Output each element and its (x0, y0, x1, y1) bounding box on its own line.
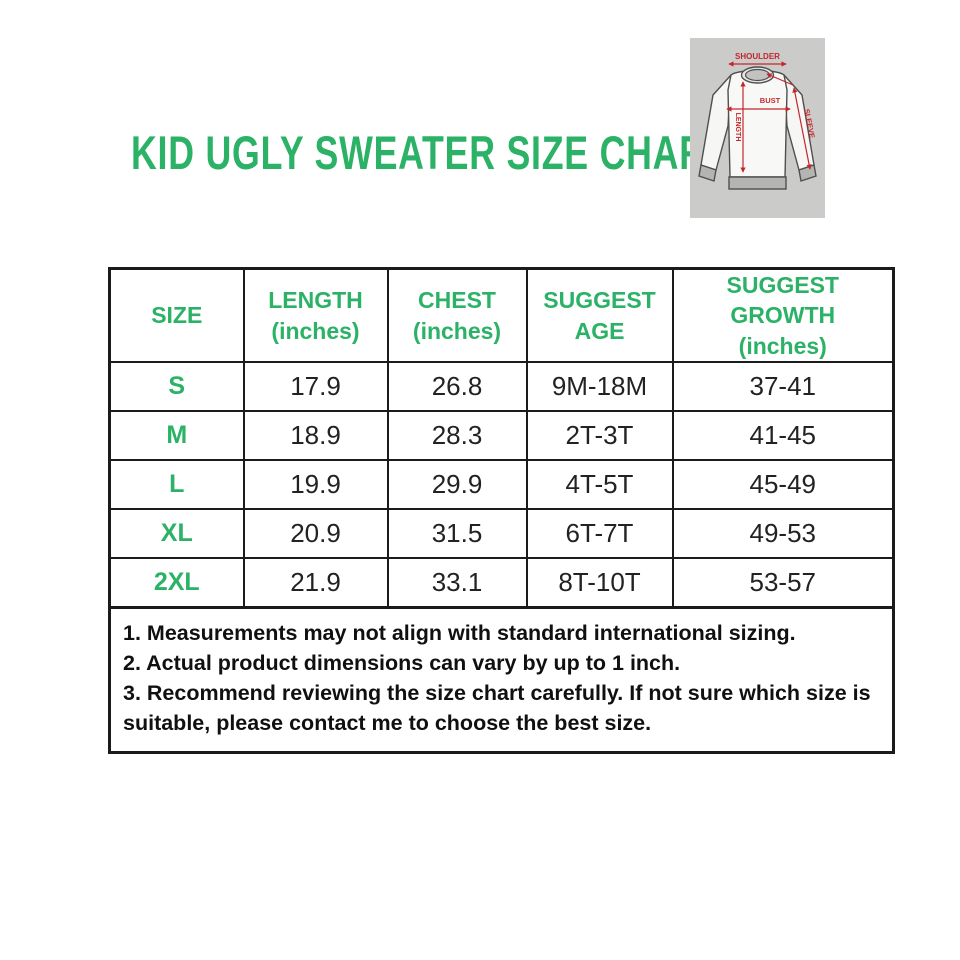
cell-chest: 33.1 (386, 557, 528, 609)
shoulder-label: SHOULDER (735, 52, 780, 61)
col-header-suggest-growth: SUGGEST GROWTH (inches) (671, 267, 895, 364)
size-table: SIZE LENGTH (inches) CHEST (inches) SUGGES… (108, 267, 895, 609)
cell-size: XL (108, 508, 245, 560)
cell-length: 17.9 (242, 361, 389, 413)
cell-size: 2XL (108, 557, 245, 609)
col-header-length: LENGTH (inches) (242, 267, 389, 364)
note-line-2: 2. Actual product dimensions can vary by… (123, 650, 681, 675)
sweater-waistband (728, 176, 787, 190)
cell-age: 4T-5T (525, 459, 674, 511)
table-row: S 17.9 26.8 9M-18M 37-41 (108, 361, 895, 413)
sweater-collar-inner (744, 68, 771, 82)
size-chart: SIZE LENGTH (inches) CHEST (inches) SUGGES… (108, 267, 895, 754)
bust-label: BUST (760, 96, 781, 105)
cell-size: L (108, 459, 245, 511)
cell-growth: 37-41 (671, 361, 895, 413)
sweater-left-cuff (698, 164, 717, 182)
col-header-chest: CHEST (inches) (386, 267, 528, 364)
note-line-3: 3. Recommend reviewing the size chart ca… (123, 680, 871, 735)
cell-growth: 41-45 (671, 410, 895, 462)
cell-size: M (108, 410, 245, 462)
table-row: M 18.9 28.3 2T-3T 41-45 (108, 410, 895, 462)
cell-growth: 45-49 (671, 459, 895, 511)
header-row: SIZE LENGTH (inches) CHEST (inches) SUGGES… (108, 267, 895, 364)
cell-growth: 53-57 (671, 557, 895, 609)
cell-chest: 31.5 (386, 508, 528, 560)
cell-length: 21.9 (242, 557, 389, 609)
note-line-1: 1. Measurements may not align with stand… (123, 620, 796, 645)
sweater-diagram-svg: SHOULDER BUST LENGTH SLEEVE (690, 38, 825, 218)
cell-growth: 49-53 (671, 508, 895, 560)
table-row: L 19.9 29.9 4T-5T 45-49 (108, 459, 895, 511)
table-row: 2XL 21.9 33.1 8T-10T 53-57 (108, 557, 895, 609)
cell-length: 18.9 (242, 410, 389, 462)
cell-age: 9M-18M (525, 361, 674, 413)
page-title: KID UGLY SWEATER SIZE CHART (131, 126, 729, 179)
cell-length: 19.9 (242, 459, 389, 511)
table-row: XL 20.9 31.5 6T-7T 49-53 (108, 508, 895, 560)
col-header-suggest-age: SUGGEST AGE (525, 267, 674, 364)
length-label: LENGTH (734, 113, 741, 142)
notes: 1. Measurements may not align with stand… (108, 605, 895, 754)
cell-chest: 28.3 (386, 410, 528, 462)
cell-length: 20.9 (242, 508, 389, 560)
sleeve-arrow (792, 87, 812, 170)
cell-age: 6T-7T (525, 508, 674, 560)
cell-age: 2T-3T (525, 410, 674, 462)
sweater-measurement-diagram: SHOULDER BUST LENGTH SLEEVE (690, 38, 825, 218)
cell-size: S (108, 361, 245, 413)
col-header-size: SIZE (108, 267, 245, 364)
collar-to-shoulder-arrow (766, 73, 794, 86)
cell-chest: 26.8 (386, 361, 528, 413)
cell-chest: 29.9 (386, 459, 528, 511)
cell-age: 8T-10T (525, 557, 674, 609)
